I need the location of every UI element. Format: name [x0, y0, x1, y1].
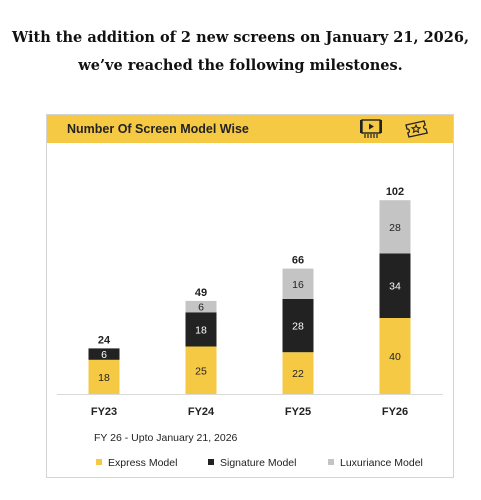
- bar-segment-signature-fy26: [379, 253, 411, 318]
- x-tick-label-fy24: FY24: [188, 406, 215, 418]
- total-label-fy24: 49: [195, 287, 207, 299]
- chart-title: Number Of Screen Model Wise: [67, 122, 249, 136]
- bar-segment-luxuriance-fy26: [379, 200, 411, 254]
- headline-line-2: we’ve reached the following milestones.: [78, 57, 403, 74]
- chart-footnote: FY 26 - Upto January 21, 2026: [94, 432, 238, 444]
- bar-segment-luxuriance-fy25: [282, 268, 314, 299]
- legend-label-signature: Signature Model: [220, 457, 297, 469]
- legend-swatch-luxuriance: [328, 459, 334, 465]
- segment-label-express-fy23: 18: [98, 372, 110, 384]
- chart-card: Number Of Screen Model Wise 18 6 24 FY23 25 1…: [46, 114, 454, 478]
- x-tick-label-fy26: FY26: [382, 406, 408, 418]
- ticket-star-icon: [405, 120, 429, 138]
- segment-label-express-fy25: 22: [292, 368, 304, 380]
- segment-label-luxuriance-fy26: 28: [389, 222, 401, 234]
- headline-line-1: With the addition of 2 new screens on Ja…: [11, 29, 469, 46]
- bar-segment-express-fy24: [185, 346, 217, 394]
- x-tick-label-fy23: FY23: [91, 406, 117, 418]
- cinema-screen-icon: [360, 119, 382, 138]
- chart-header: Number Of Screen Model Wise: [47, 115, 453, 143]
- bar-segment-signature-fy24: [185, 312, 217, 347]
- total-label-fy25: 66: [292, 255, 304, 267]
- bar-segment-express-fy23: [88, 359, 120, 394]
- bar-segment-express-fy25: [282, 352, 314, 394]
- legend-item-luxuriance: Luxuriance Model: [328, 457, 423, 469]
- bar-segment-signature-fy25: [282, 299, 314, 353]
- legend-swatch-express: [96, 459, 102, 465]
- segment-label-signature-fy23: 6: [101, 349, 107, 361]
- legend-label-express: Express Model: [108, 457, 178, 469]
- segment-label-luxuriance-fy25: 16: [292, 279, 304, 291]
- segment-label-signature-fy24: 18: [195, 324, 207, 336]
- segment-label-luxuriance-fy24: 6: [198, 302, 204, 314]
- bar-segment-luxuriance-fy24: [185, 300, 217, 313]
- legend-item-express: Express Model: [96, 457, 177, 469]
- stacked-bar-chart: 18 6 24 FY23 25 18 6 49 FY24 22 28 16 66 FY25 40 34 28 10…: [57, 186, 443, 418]
- segment-label-express-fy24: 25: [195, 365, 207, 377]
- legend-label-luxuriance: Luxuriance Model: [340, 457, 423, 469]
- total-label-fy26: 102: [386, 186, 404, 198]
- legend-swatch-signature: [208, 459, 214, 465]
- total-label-fy23: 24: [98, 334, 111, 346]
- bar-segment-signature-fy23: [88, 348, 120, 360]
- segment-label-signature-fy26: 34: [389, 281, 401, 293]
- legend-item-signature: Signature Model: [208, 457, 296, 469]
- x-tick-label-fy25: FY25: [285, 406, 311, 418]
- segment-label-signature-fy25: 28: [292, 321, 304, 333]
- bar-segment-express-fy26: [379, 318, 411, 394]
- segment-label-express-fy26: 40: [389, 351, 401, 363]
